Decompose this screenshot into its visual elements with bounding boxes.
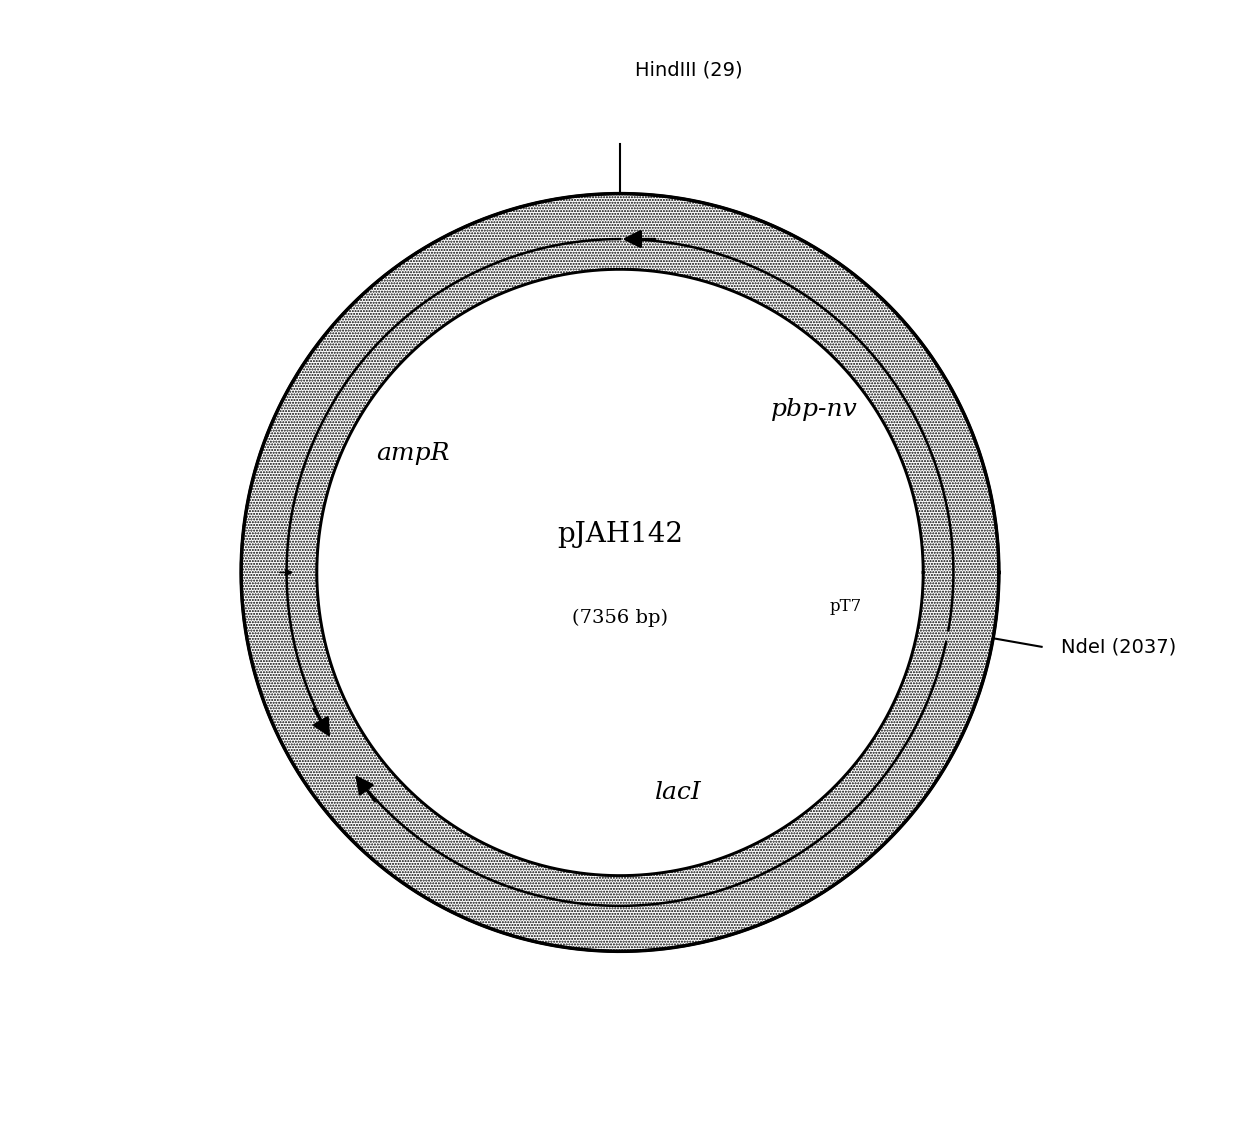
Text: pJAH142: pJAH142 [557, 521, 683, 548]
Circle shape [317, 269, 923, 876]
Text: HindIII (29): HindIII (29) [635, 61, 743, 80]
Text: pT7: pT7 [830, 598, 862, 615]
Wedge shape [241, 194, 999, 951]
Text: pbp-nv: pbp-nv [771, 397, 858, 421]
Text: lacI: lacI [656, 780, 702, 804]
Text: NdeI (2037): NdeI (2037) [1060, 637, 1176, 656]
Text: ampR: ampR [377, 441, 450, 465]
Text: (7356 bp): (7356 bp) [572, 609, 668, 627]
